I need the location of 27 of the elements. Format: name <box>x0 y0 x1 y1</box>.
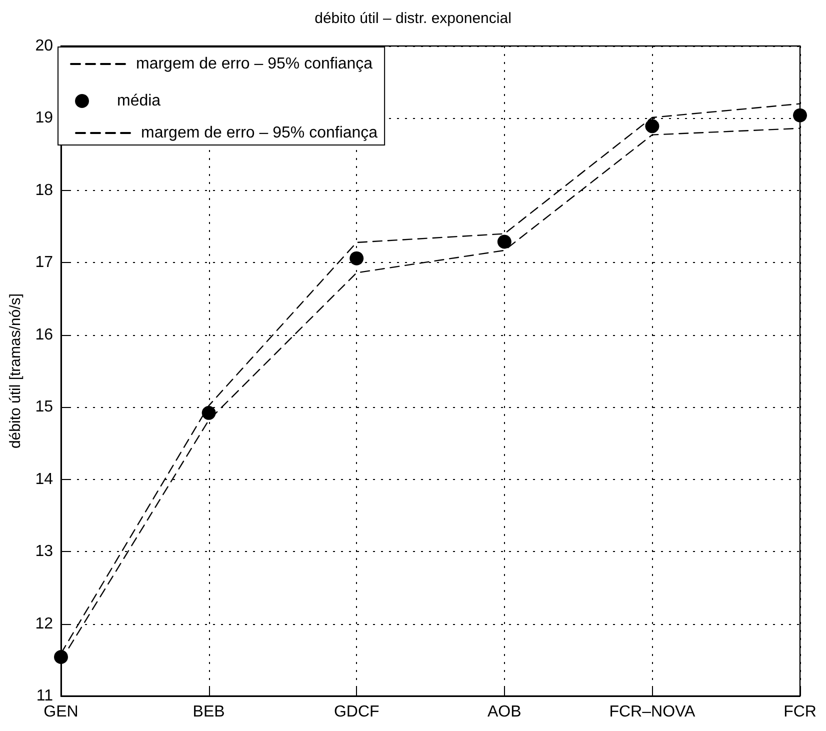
y-tick-label: 15 <box>35 398 54 416</box>
y-tick-label: 14 <box>35 470 54 488</box>
point <box>793 108 807 122</box>
x-tick-label: BEB <box>192 704 225 720</box>
point <box>645 119 660 134</box>
point <box>202 406 216 420</box>
legend-label: média <box>117 92 161 110</box>
point <box>54 650 68 664</box>
y-tick-label: 19 <box>35 110 54 127</box>
x-tick-label: FCR <box>784 704 816 720</box>
point <box>350 251 364 266</box>
y-tick-label: 17 <box>35 254 54 272</box>
y-tick-label: 13 <box>35 543 54 560</box>
x-tick-label: FCR–NOVA <box>609 704 696 720</box>
x-tick-label: AOB <box>488 704 522 720</box>
x-tick-label: GEN <box>44 704 78 720</box>
y-tick-label: 11 <box>36 688 54 704</box>
legend-label: margem de erro – 95% confiança <box>136 56 373 72</box>
y-tick-label: 12 <box>35 615 54 632</box>
chart-title: débito útil – distr. exponencial <box>314 10 512 27</box>
y-axis-title: débito útil [tramas/nó/s] <box>7 293 24 449</box>
x-tick-label: GDCF <box>334 704 380 720</box>
y-tick-label: 16 <box>35 326 54 344</box>
legend-label: margem de erro – 95% confiança <box>141 124 378 142</box>
y-tick-label: 20 <box>35 38 54 54</box>
point <box>497 234 512 249</box>
y-tick-label: 18 <box>35 182 54 199</box>
